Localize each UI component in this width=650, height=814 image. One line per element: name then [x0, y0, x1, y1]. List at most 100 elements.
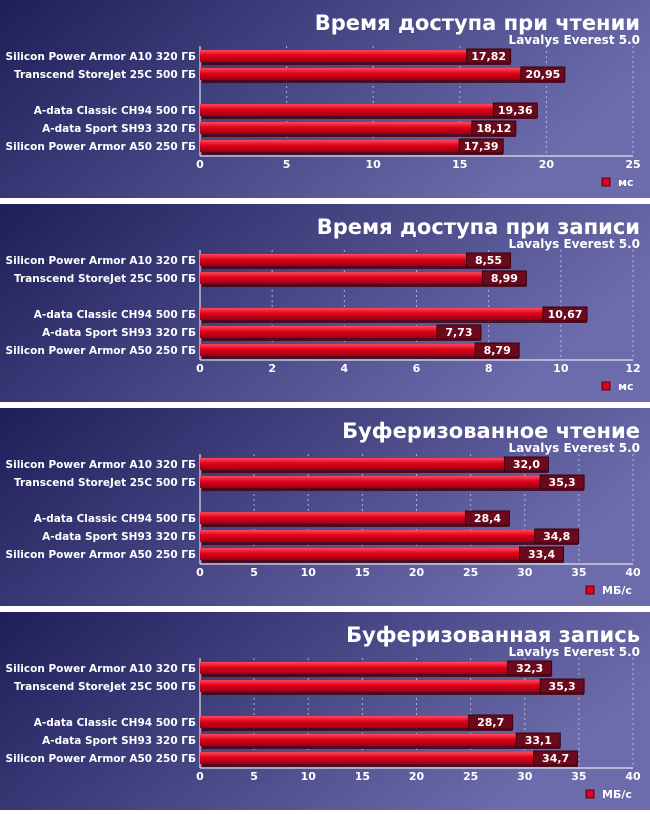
value-label: 34,8 [543, 530, 570, 543]
category-label: Silicon Power Armor A50 250 ГБ [6, 753, 196, 765]
value-label-box [492, 102, 538, 118]
value-label-box [466, 252, 512, 268]
value-label-box [539, 474, 585, 490]
legend-swatch [585, 585, 595, 595]
category-label: Transcend StoreJet 25C 500 ГБ [14, 69, 196, 81]
category-label: Silicon Power Armor A50 250 ГБ [6, 141, 196, 153]
tick-label: 10 [301, 566, 317, 579]
legend-swatch [601, 381, 611, 391]
chart-title: Время доступа при записи [317, 215, 640, 239]
value-label-box [507, 660, 553, 676]
legend-swatch [601, 177, 611, 187]
chart-panel-4: Буферизованная запись Lavalys Everest 5.0… [0, 612, 650, 810]
tick-label: 40 [625, 770, 641, 783]
bar [200, 272, 525, 284]
tick-label: 10 [553, 362, 569, 375]
value-label-box [534, 528, 580, 544]
legend-swatch [585, 789, 595, 799]
legend-label: мс [618, 380, 634, 393]
chart-subtitle: Lavalys Everest 5.0 [509, 645, 640, 659]
value-label-box [542, 306, 588, 322]
chart-title: Буферизованная запись [346, 623, 640, 647]
chart-panel-3: Буферизованное чтение Lavalys Everest 5.0… [0, 408, 650, 606]
tick-label: 35 [571, 566, 586, 579]
value-label: 33,4 [528, 548, 555, 561]
tick-label: 5 [250, 566, 258, 579]
chart-panel-2: Время доступа при записи Lavalys Everest … [0, 204, 650, 402]
value-label-box [481, 270, 527, 286]
value-label: 35,3 [549, 680, 576, 693]
value-label-box [436, 324, 482, 340]
tick-label: 20 [409, 770, 425, 783]
bar [200, 140, 502, 152]
bar [200, 548, 562, 560]
tick-label: 15 [355, 566, 370, 579]
value-label: 32,3 [516, 662, 543, 675]
value-label: 8,79 [484, 344, 511, 357]
value-label-box [471, 120, 517, 136]
category-label: A-data Classic CH94 500 ГБ [34, 105, 196, 117]
category-label: Silicon Power Armor A50 250 ГБ [6, 549, 196, 561]
bar [200, 716, 511, 728]
bar [200, 752, 576, 764]
category-label: Silicon Power Armor A10 320 ГБ [6, 255, 196, 267]
bar [200, 512, 508, 524]
value-label: 18,12 [476, 122, 511, 135]
category-label: Transcend StoreJet 25C 500 ГБ [14, 477, 196, 489]
value-label-box [533, 750, 579, 766]
category-label: Silicon Power Armor A50 250 ГБ [6, 345, 196, 357]
chart-subtitle: Lavalys Everest 5.0 [509, 33, 640, 47]
value-label: 17,82 [471, 50, 506, 63]
tick-label: 20 [539, 158, 555, 171]
value-label: 17,39 [464, 140, 499, 153]
value-label-box [539, 678, 585, 694]
value-label: 19,36 [498, 104, 533, 117]
tick-label: 25 [463, 566, 478, 579]
chart-background [0, 612, 650, 810]
tick-label: 0 [196, 362, 204, 375]
value-label: 8,99 [491, 272, 518, 285]
tick-label: 10 [366, 158, 382, 171]
value-label: 7,73 [445, 326, 472, 339]
chart-subtitle: Lavalys Everest 5.0 [509, 441, 640, 455]
bar [200, 122, 514, 134]
bar [200, 50, 509, 62]
tick-label: 8 [485, 362, 493, 375]
category-label: A-data Sport SH93 320 ГБ [42, 531, 196, 543]
value-label: 32,0 [513, 458, 540, 471]
value-label-box [466, 48, 512, 64]
bar [200, 734, 559, 746]
legend-label: МБ/с [602, 788, 632, 801]
tick-label: 4 [341, 362, 349, 375]
tick-label: 15 [452, 158, 467, 171]
tick-label: 0 [196, 770, 204, 783]
legend-label: МБ/с [602, 584, 632, 597]
tick-label: 2 [268, 362, 276, 375]
value-label-box [519, 546, 565, 562]
chart-subtitle: Lavalys Everest 5.0 [509, 237, 640, 251]
value-label-box [468, 714, 514, 730]
chart-background [0, 204, 650, 402]
tick-label: 30 [517, 770, 533, 783]
tick-label: 30 [517, 566, 533, 579]
category-label: Transcend StoreJet 25C 500 ГБ [14, 681, 196, 693]
tick-label: 15 [355, 770, 370, 783]
value-label: 8,55 [475, 254, 502, 267]
category-label: Silicon Power Armor A10 320 ГБ [6, 459, 196, 471]
chart-panel-1: Время доступа при чтении Lavalys Everest … [0, 0, 650, 198]
chart-background [0, 408, 650, 606]
category-label: A-data Sport SH93 320 ГБ [42, 735, 196, 747]
tick-label: 40 [625, 566, 641, 579]
tick-label: 5 [283, 158, 291, 171]
value-label-box [503, 456, 549, 472]
category-label: Silicon Power Armor A10 320 ГБ [6, 51, 196, 63]
chart-background [0, 0, 650, 198]
category-label: A-data Classic CH94 500 ГБ [34, 309, 196, 321]
bar [200, 458, 547, 470]
chart-title: Время доступа при чтении [315, 11, 640, 35]
value-label-box [458, 138, 504, 154]
chart-title: Буферизованное чтение [342, 419, 640, 443]
bar [200, 104, 536, 116]
